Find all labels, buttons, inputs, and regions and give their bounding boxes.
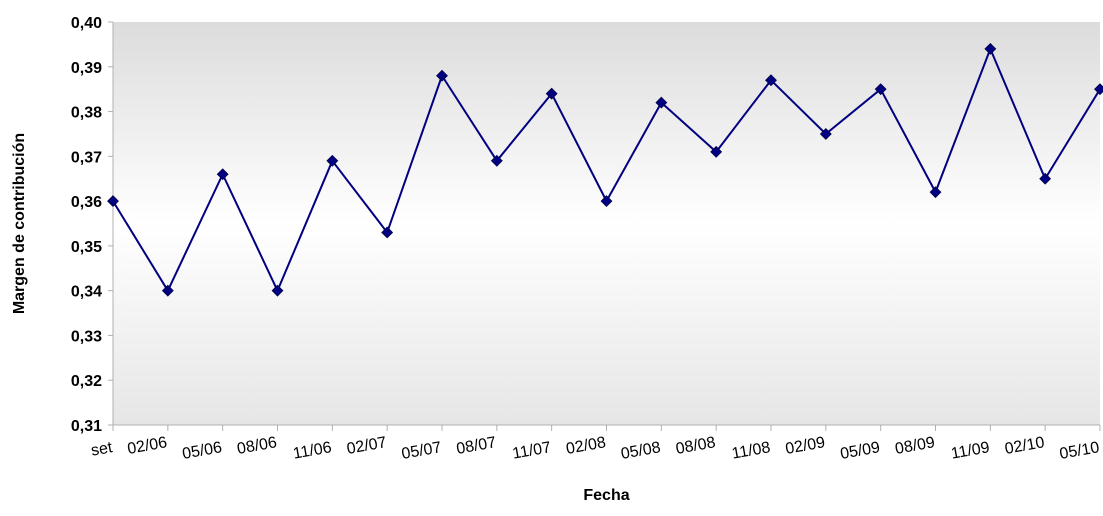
data-point — [490, 154, 503, 167]
data-point — [819, 128, 832, 140]
data-point — [161, 284, 174, 297]
x-tick-label: 05/09 — [839, 439, 881, 463]
y-tick-label: 0,39 — [71, 60, 102, 77]
x-tick-label: 08/09 — [894, 434, 936, 458]
data-point — [1039, 172, 1052, 185]
x-tick-label: 08/06 — [236, 434, 278, 458]
x-tick-label: 11/09 — [950, 439, 991, 463]
x-tick-label: 02/08 — [565, 434, 607, 458]
data-point — [874, 83, 887, 96]
y-tick-label: 0,33 — [71, 328, 102, 345]
series-layer — [107, 42, 1103, 297]
data-point — [271, 284, 284, 297]
data-point — [929, 186, 942, 199]
data-point — [216, 168, 229, 181]
data-point — [1094, 83, 1103, 96]
x-tick-label: 02/07 — [345, 434, 387, 458]
x-tick-label: 05/10 — [1058, 439, 1100, 463]
y-tick-label: 0,40 — [71, 15, 102, 32]
x-tick-label: 05/06 — [181, 439, 223, 463]
data-point — [984, 42, 997, 55]
x-tick-label: 08/08 — [674, 434, 716, 458]
data-point — [600, 195, 613, 208]
data-point — [107, 195, 119, 208]
y-axis: 0,31 0,32 0,33 0,34 0,35 0,36 0,37 0,38 0,39 0,40 — [71, 15, 113, 435]
y-tick-label: 0,36 — [71, 194, 102, 211]
x-tick-label: 11/08 — [730, 439, 771, 463]
x-tick-label: 11/07 — [511, 439, 552, 463]
x-tick-label: 08/07 — [455, 434, 497, 458]
x-tick-label: 02/09 — [784, 434, 826, 458]
x-tick-label: set — [90, 439, 115, 460]
y-tick-label: 0,31 — [71, 418, 102, 435]
data-point — [655, 96, 668, 109]
x-axis-title: Fecha — [583, 487, 629, 504]
y-axis-title: Margen de contribución — [11, 133, 28, 314]
y-tick-label: 0,37 — [71, 149, 102, 166]
y-tick-label: 0,38 — [71, 105, 102, 122]
y-tick-label: 0,35 — [71, 239, 102, 256]
x-axis: set 02/06 05/06 08/06 11/06 02/07 05/07 08/07 11… — [90, 425, 1101, 463]
x-tick-label: 05/07 — [400, 439, 442, 463]
data-point — [545, 87, 558, 100]
x-tick-label: 02/06 — [126, 434, 168, 458]
data-point — [381, 226, 394, 239]
data-point — [436, 69, 448, 82]
plot-area — [113, 22, 1100, 425]
data-point — [326, 154, 339, 167]
data-point — [765, 74, 777, 87]
x-tick-label: 05/08 — [620, 439, 662, 463]
x-tick-label: 11/06 — [292, 439, 333, 463]
data-point — [710, 145, 723, 158]
x-tick-label: 02/10 — [1003, 434, 1045, 458]
y-tick-label: 0,32 — [71, 373, 102, 390]
y-tick-label: 0,34 — [71, 284, 102, 301]
